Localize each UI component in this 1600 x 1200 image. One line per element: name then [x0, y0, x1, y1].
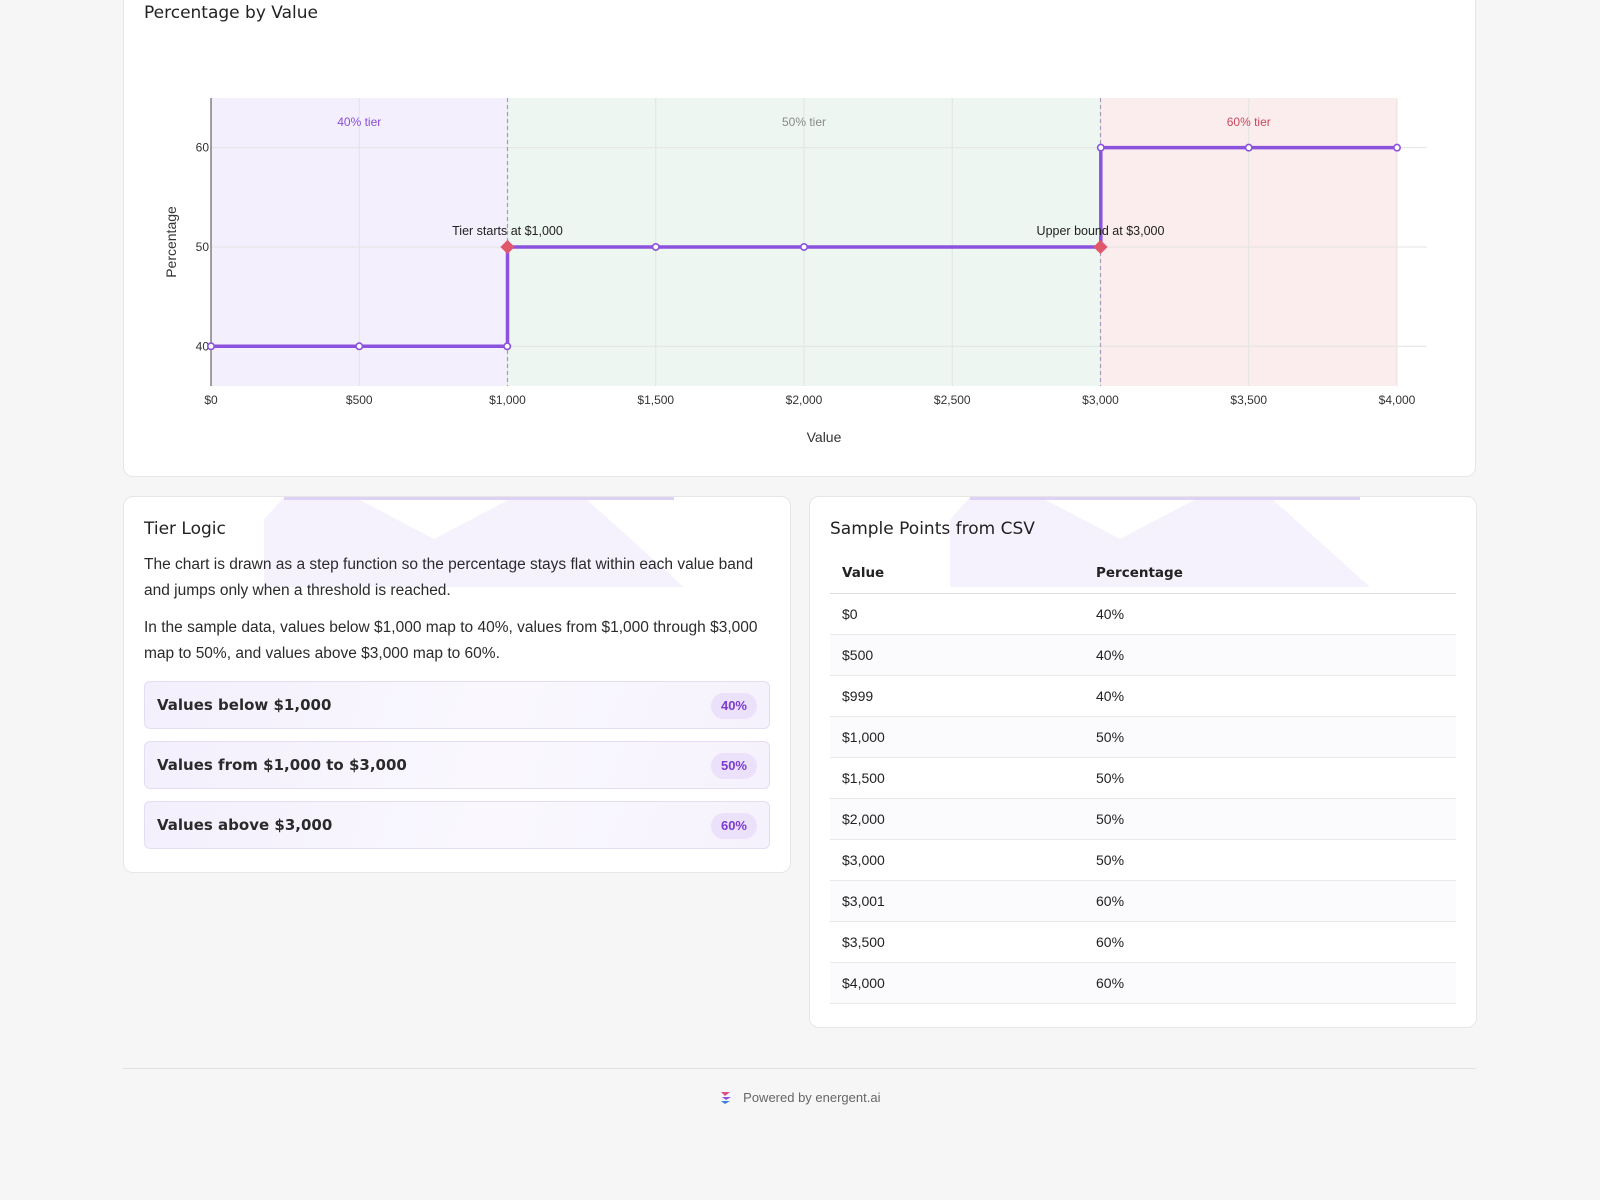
- table-row: $3,000 50%: [830, 839, 1456, 881]
- column-header-value: Value: [830, 553, 1084, 594]
- cell-value: $2,000: [830, 798, 1084, 840]
- series-line: [211, 145, 1397, 349]
- sample-points-table: Value Percentage $0 40% $500 40% $999 40% $1,0…: [830, 553, 1456, 1004]
- y-axis-title: Percentage: [163, 206, 179, 278]
- tier-row-1000-to-3000: Values from $1,000 to $3,000 50%: [144, 741, 770, 789]
- table-row: $2,000 50%: [830, 798, 1456, 840]
- x-tick-label: $0: [204, 393, 218, 407]
- table-row: $1,000 50%: [830, 716, 1456, 758]
- cell-value: $4,000: [830, 962, 1084, 1004]
- cell-value: $1,000: [830, 716, 1084, 758]
- table-row: $500 40%: [830, 634, 1456, 676]
- band-label: 60% tier: [1227, 115, 1271, 129]
- table-row: $3,001 60%: [830, 880, 1456, 922]
- tier-badge: 40%: [710, 693, 757, 719]
- y-tick-label: 60: [196, 141, 210, 155]
- tier-logic-paragraph-1: The chart is drawn as a step function so…: [144, 556, 754, 599]
- data-point: [503, 342, 512, 351]
- data-point: [355, 342, 364, 351]
- tier-label: Values from $1,000 to $3,000: [157, 756, 407, 774]
- band-label: 40% tier: [337, 115, 381, 129]
- table-row: $0 40%: [830, 593, 1456, 635]
- x-axis-title: Value: [807, 429, 842, 445]
- table-row: $4,000 60%: [830, 962, 1456, 1004]
- footer-text: Powered by energent.ai: [743, 1090, 881, 1105]
- cell-value: $0: [830, 593, 1084, 635]
- cell-percentage: 50%: [1084, 798, 1456, 840]
- tier-badge: 60%: [710, 813, 757, 839]
- tier-logic-card: Tier Logic The chart is drawn as a step …: [123, 496, 791, 873]
- x-tick-label: $3,000: [1082, 393, 1119, 407]
- cell-value: $3,000: [830, 839, 1084, 881]
- data-point: [1393, 143, 1402, 152]
- cell-percentage: 60%: [1084, 921, 1456, 963]
- y-tick-label: 40: [196, 339, 210, 353]
- tier-label: Values below $1,000: [157, 696, 332, 714]
- footer-divider: [123, 1068, 1476, 1069]
- data-point: [651, 242, 660, 251]
- x-tick-label: $1,500: [637, 393, 674, 407]
- data-point: [1096, 143, 1105, 152]
- tier-row-below-1000: Values below $1,000 40%: [144, 681, 770, 729]
- footer: Powered by energent.ai: [0, 1090, 1600, 1105]
- tier-logic-title: Tier Logic: [144, 519, 226, 539]
- chart-plot: 40% tier 50% tier 60% tier $0 $500 $1,000 $1,5…: [163, 98, 1427, 445]
- cell-percentage: 50%: [1084, 839, 1456, 881]
- cell-percentage: 40%: [1084, 593, 1456, 635]
- x-tick-label: $3,500: [1230, 393, 1267, 407]
- card-accent-line: [284, 497, 674, 500]
- x-tick-label: $500: [346, 393, 373, 407]
- cell-value: $500: [830, 634, 1084, 676]
- tier-badge: 50%: [710, 753, 757, 779]
- cell-percentage: 50%: [1084, 716, 1456, 758]
- x-tick-label: $1,000: [489, 393, 526, 407]
- x-tick-label: $2,000: [786, 393, 823, 407]
- energent-logo-icon: [720, 1092, 731, 1104]
- annotation-label: Tier starts at $1,000: [452, 224, 563, 238]
- data-point: [1244, 143, 1253, 152]
- data-point: [799, 242, 808, 251]
- cell-percentage: 50%: [1084, 757, 1456, 799]
- chart-card: Percentage by Value 40% tier 50% tier 60% …: [123, 0, 1476, 477]
- x-tick-label: $4,000: [1379, 393, 1416, 407]
- table-row: $1,500 50%: [830, 757, 1456, 799]
- tier-row-above-3000: Values above $3,000 60%: [144, 801, 770, 849]
- x-tick-label: $2,500: [934, 393, 971, 407]
- card-accent-line: [970, 497, 1360, 500]
- data-point: [207, 342, 216, 351]
- table-row: $3,500 60%: [830, 921, 1456, 963]
- column-header-percentage: Percentage: [1084, 553, 1456, 594]
- cell-percentage: 40%: [1084, 675, 1456, 717]
- cell-value: $3,001: [830, 880, 1084, 922]
- tier-label: Values above $3,000: [157, 816, 333, 834]
- cell-value: $3,500: [830, 921, 1084, 963]
- annotation-label: Upper bound at $3,000: [1037, 224, 1165, 238]
- chart-title: Percentage by Value: [144, 3, 318, 23]
- cell-percentage: 60%: [1084, 962, 1456, 1004]
- sample-points-card: Sample Points from CSV Value Percentage …: [809, 496, 1477, 1028]
- band-label: 50% tier: [782, 115, 826, 129]
- y-tick-label: 50: [196, 240, 210, 254]
- table-header-row: Value Percentage: [830, 553, 1456, 594]
- cell-value: $999: [830, 675, 1084, 717]
- cell-value: $1,500: [830, 757, 1084, 799]
- table-row: $999 40%: [830, 675, 1456, 717]
- annotation-marker: [1093, 239, 1108, 255]
- cell-percentage: 60%: [1084, 880, 1456, 922]
- tier-logic-paragraph-2: In the sample data, values below $1,000 …: [144, 619, 758, 662]
- cell-percentage: 40%: [1084, 634, 1456, 676]
- sample-points-title: Sample Points from CSV: [830, 519, 1035, 539]
- annotation-marker: [500, 239, 515, 255]
